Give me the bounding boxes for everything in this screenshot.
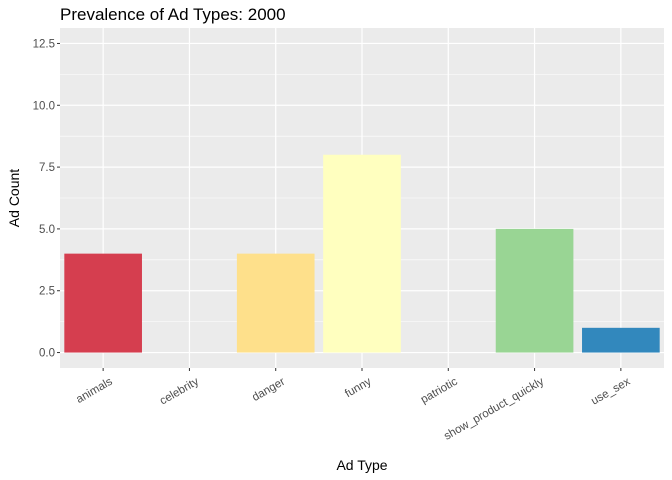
x-tick-label-celebrity: celebrity [158,376,201,408]
bar-animals [64,253,142,353]
y-axis: 0.0 2.5 5.0 7.5 10.0 12.5 [33,38,60,360]
bar-funny [323,154,401,353]
x-tick-label-danger: danger [250,376,287,404]
bars [64,154,660,353]
y-tick-label: 2.5 [39,286,55,298]
x-tick-label-use_sex: use_sex [589,376,632,408]
y-tick-label: 12.5 [33,38,55,50]
y-tick-label: 0.0 [39,348,55,360]
y-tick-label: 5.0 [39,224,55,236]
y-tick-label: 7.5 [39,162,55,174]
chart-title: Prevalence of Ad Types: 2000 [60,5,286,24]
x-axis-title: Ad Type [336,457,387,473]
y-axis-title: Ad Count [6,169,22,227]
x-tick-label-patriotic: patriotic [419,376,460,407]
y-tick-label: 10.0 [33,100,55,112]
bar-show_product_quickly [495,228,574,353]
bar-danger [236,253,315,353]
x-tick-label-animals: animals [74,376,115,406]
bar-use_sex [582,327,660,353]
x-axis: animals celebrity danger funny patrioticshow… [74,368,633,443]
x-tick-label-funny: funny [343,376,374,401]
